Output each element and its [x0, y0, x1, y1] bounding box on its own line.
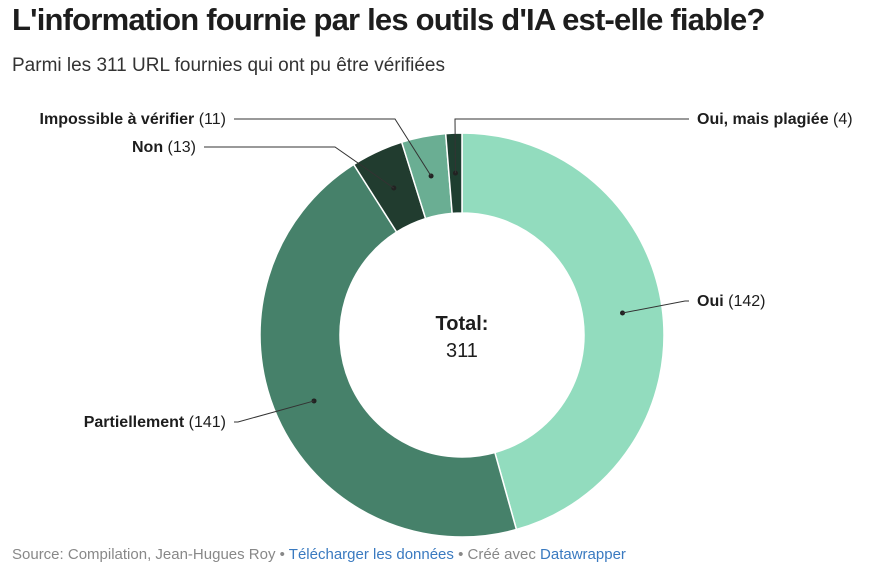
label-name-non: Non: [132, 139, 163, 156]
center-total-label: Total:: [436, 313, 489, 335]
slice-labels: Oui (142) Partiellement (141) Non (13) Impo…: [40, 111, 853, 431]
donut-slices: [259, 132, 665, 538]
source-text: Source: Compilation, Jean-Hugues Roy: [12, 546, 276, 563]
label-non: Non (13): [132, 139, 196, 156]
chart-title: L'information fournie par les outils d'I…: [12, 2, 765, 37]
created-with-text: • Créé avec: [453, 546, 541, 563]
leader-line-non: [204, 146, 395, 189]
label-value-impossible-a-verifier: (11): [194, 111, 226, 128]
leader-line-oui-mais-plagiee: [454, 118, 689, 174]
center-total-value: 311: [446, 340, 478, 362]
label-value-oui: (142): [724, 293, 766, 310]
slice-oui: [461, 132, 665, 531]
label-partiellement: Partiellement (141): [84, 414, 226, 431]
chart-footer: Source: Compilation, Jean-Hugues Roy • T…: [12, 546, 626, 563]
label-oui: Oui (142): [697, 293, 765, 310]
label-leaders: [204, 118, 689, 423]
leader-line-partiellement: [234, 400, 315, 423]
footer-separator: •: [275, 546, 289, 563]
label-value-partiellement: (141): [184, 414, 226, 431]
label-oui-mais-plagiee: Oui, mais plagiée (4): [697, 111, 853, 128]
label-value-non: (13): [163, 139, 196, 156]
leader-line-impossible-a-verifier: [234, 118, 432, 177]
label-name-impossible-a-verifier: Impossible à vérifier: [40, 111, 195, 128]
label-name-partiellement: Partiellement: [84, 414, 185, 431]
label-name-oui: Oui: [697, 293, 724, 310]
leader-line-oui: [622, 300, 689, 314]
label-value-oui-mais-plagiee: (4): [829, 111, 853, 128]
download-data-link[interactable]: Télécharger les données: [288, 546, 454, 563]
donut-chart: Oui (142) Partiellement (141) Non (13) Impo…: [40, 111, 853, 538]
label-name-oui-mais-plagiee: Oui, mais plagiée: [697, 111, 829, 128]
label-impossible-a-verifier: Impossible à vérifier (11): [40, 111, 226, 128]
chart-subtitle: Parmi les 311 URL fournies qui ont pu êt…: [12, 55, 445, 76]
datawrapper-link[interactable]: Datawrapper: [540, 546, 626, 563]
slice-partiellement: [259, 163, 518, 538]
